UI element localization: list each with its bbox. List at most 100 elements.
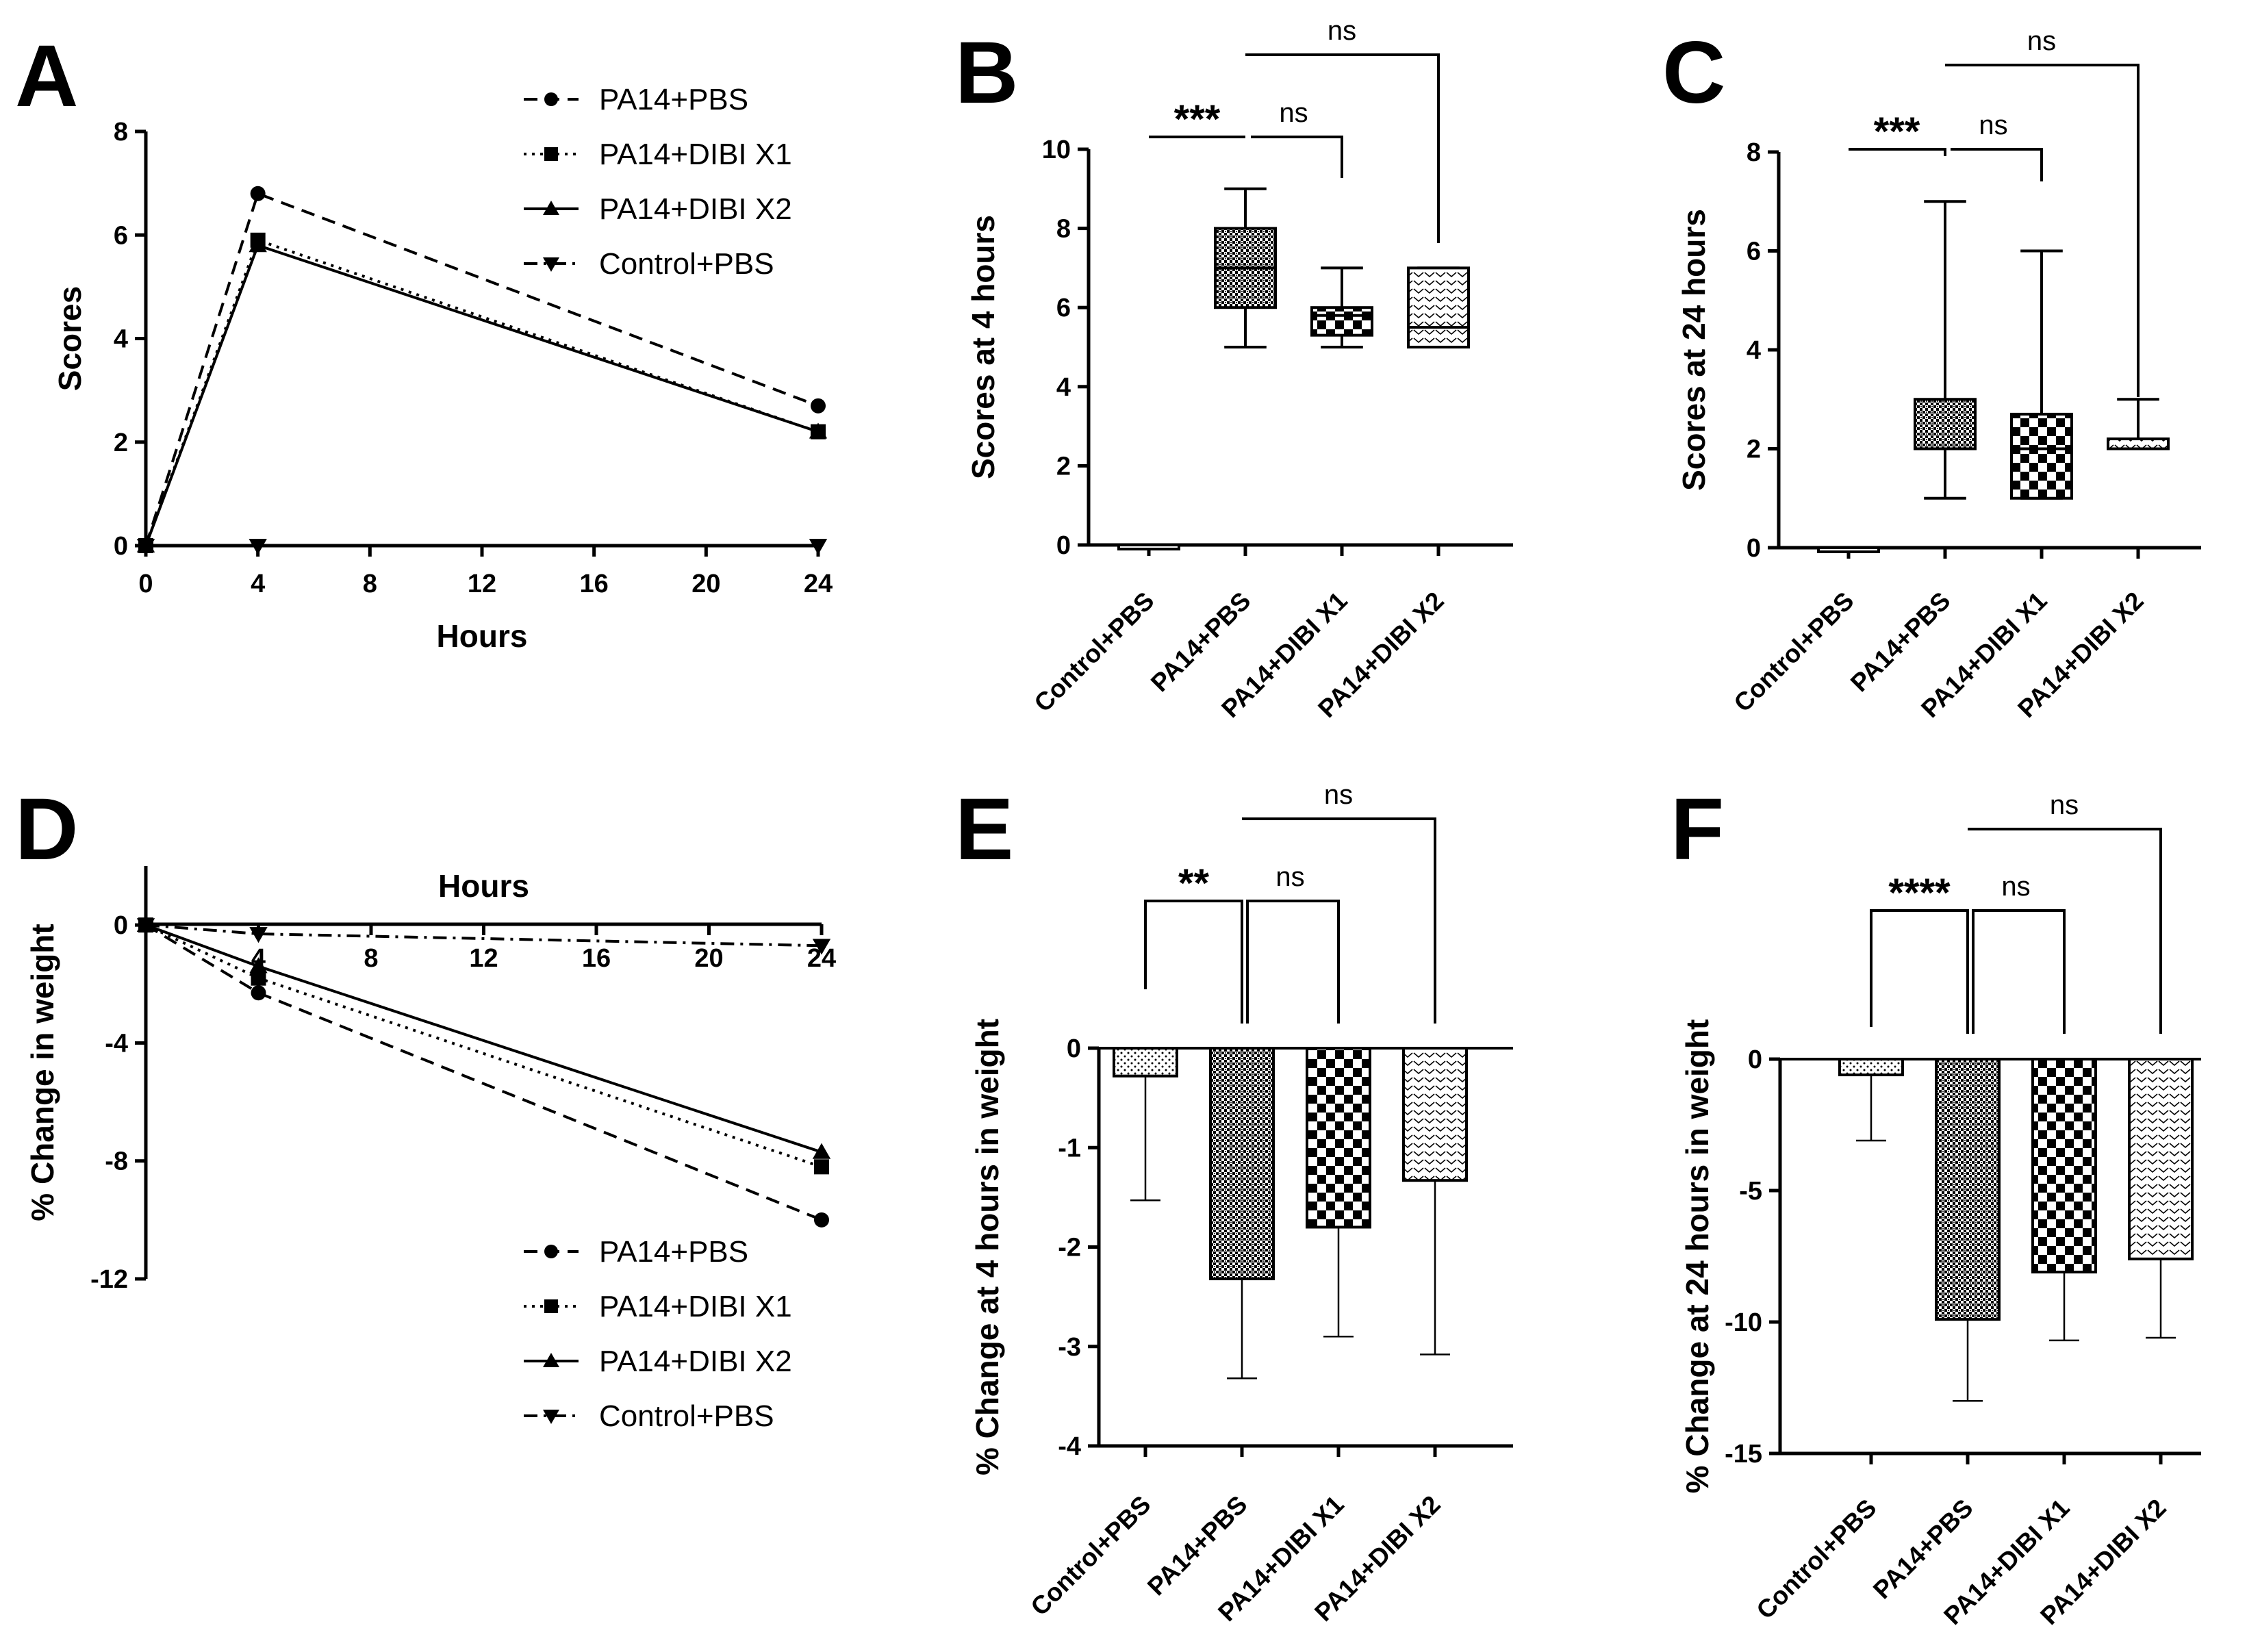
x-category-label: Control+PBS [1751,1494,1882,1625]
legend-label: PA14+PBS [599,1235,748,1269]
legend-marker [543,1410,559,1424]
bar [2031,1058,2097,1274]
bar [1209,1047,1275,1280]
x-tick-label: 20 [691,570,720,598]
box-body [2010,412,2073,500]
data-point-marker [249,539,267,555]
y-tick-label: -5 [1739,1177,1762,1206]
significance-bracket [1972,909,2066,1034]
significance-bracket [1870,909,1969,1034]
data-point-marker [811,398,826,414]
panel-letter-e: E [955,780,1013,878]
y-tick-label: 6 [1747,238,1761,266]
x-tick-label: 4 [251,570,265,598]
x-tick-label: 8 [363,570,377,598]
significance-label: ns [1328,16,1356,46]
significance-label: ns [2001,872,2030,902]
data-point-marker [814,1212,829,1228]
y-tick-label: -3 [1058,1333,1081,1362]
box-body [2107,437,2170,450]
y-tick-label: -15 [1725,1440,1762,1469]
legend-marker [544,92,558,106]
chart-panel-f: 0 -5 -10 -15 % Change at 24 hours in weight *… [1679,790,2201,1630]
chart-panel-c: 0 2 4 6 8 Scores at 24 hours *** ns ns Control+PB… [1676,26,2201,723]
significance-label: ns [1275,862,1304,892]
data-point-marker [249,236,267,253]
significance-label: *** [1174,97,1221,142]
x-axis-label: Hours [437,618,528,654]
significance-bracket [1945,64,2140,397]
bar [1935,1058,2001,1321]
box-body [1407,266,1470,348]
panel-letter-a: A [15,27,78,125]
bar [2128,1058,2194,1260]
significance-label: **** [1888,871,1951,915]
y-tick-label: 0 [1067,1034,1081,1063]
bar [1838,1058,1904,1077]
chart-panel-b: 0 2 4 6 8 10 Scores at 4 hours *** ns ns Control+P… [965,16,1513,723]
legend-marker [543,257,559,272]
legend-label: PA14+PBS [599,83,748,116]
x-category-label: Control+PBS [1729,587,1859,717]
y-tick-label: 0 [1056,531,1071,560]
significance-label: ns [2050,790,2079,820]
significance-bracket [1951,148,2043,181]
legend-label: PA14+DIBI X1 [599,1290,792,1323]
y-axis-label: % Change at 4 hours in weight [969,1019,1005,1475]
x-tick-label: 12 [469,944,498,973]
x-tick-label: 24 [804,570,833,598]
panel-letter-b: B [955,24,1018,122]
legend-label: PA14+DIBI X2 [599,1345,792,1378]
y-tick-label: -12 [90,1265,128,1294]
chart-panel-e: 0 -1 -2 -3 -4 % Change at 4 hours in weight **… [969,780,1513,1627]
x-tick-label: 20 [694,944,723,973]
y-axis-label: Scores at 24 hours [1676,209,1712,491]
data-point-marker [809,422,828,439]
y-tick-label: 8 [1747,138,1761,167]
significance-label: ** [1178,861,1210,906]
y-tick-label: 2 [114,429,128,457]
x-tick-label: 16 [582,944,611,973]
y-tick-label: -1 [1058,1134,1081,1162]
legend-marker [544,1245,558,1258]
data-point-marker [249,927,268,943]
series-line [144,238,819,546]
y-tick-label: 0 [1747,534,1761,563]
box-body [1914,398,1977,450]
y-tick-label: 0 [1748,1045,1762,1074]
y-tick-label: 2 [1747,435,1761,464]
series-line [145,924,822,948]
y-tick-label: 4 [1056,373,1071,402]
legend-label: Control+PBS [599,1399,774,1433]
y-axis-label: Scores at 4 hours [965,215,1001,479]
x-axis-label: Hours [438,868,529,904]
significance-bracket [1245,53,1440,243]
x-category-label: Control+PBS [1029,587,1160,717]
significance-label: *** [1874,110,1920,154]
legend-marker [543,1353,559,1367]
significance-label: ns [1979,110,2007,140]
y-tick-label: 6 [1056,294,1071,322]
chart-panel-d: 0-4-8-124812162024Hours% Change in weigh… [25,866,836,1433]
panel-letter-d: D [15,780,78,878]
y-tick-label: 8 [114,118,128,147]
y-tick-label: 8 [1056,215,1071,244]
series-line [144,192,819,546]
panel-letter-f: F [1671,780,1724,878]
legend-marker [544,1299,558,1313]
x-tick-label: 8 [364,944,378,973]
data-point-marker [812,939,831,955]
y-axis-label: % Change at 24 hours in weight [1679,1019,1715,1494]
y-tick-label: 0 [114,911,128,940]
significance-bracket [1251,136,1343,178]
data-point-marker [136,539,155,555]
data-point-marker [136,918,155,935]
significance-label: ns [1324,780,1353,810]
panel-letter-c: C [1662,24,1725,122]
x-tick-label: 16 [580,570,609,598]
y-tick-label: 2 [1056,452,1071,481]
x-tick-label: 12 [468,570,496,598]
legend-label: PA14+DIBI X1 [599,138,792,171]
x-tick-label: 0 [138,570,153,598]
y-tick-label: 4 [1747,336,1761,365]
